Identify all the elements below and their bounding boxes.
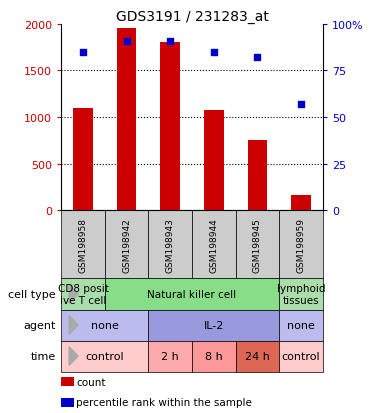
- Bar: [148, 341, 192, 372]
- Text: time: time: [31, 351, 56, 361]
- Text: GSM198958: GSM198958: [79, 217, 88, 272]
- Bar: [236, 341, 279, 372]
- Text: GSM198959: GSM198959: [296, 217, 305, 272]
- Text: 24 h: 24 h: [245, 351, 270, 361]
- Text: none: none: [287, 320, 315, 330]
- Polygon shape: [69, 285, 78, 304]
- Point: [298, 102, 304, 108]
- Bar: [148, 211, 192, 279]
- Text: 8 h: 8 h: [205, 351, 223, 361]
- Text: IL-2: IL-2: [204, 320, 224, 330]
- Bar: [105, 211, 148, 279]
- Text: cell type: cell type: [9, 289, 56, 299]
- Bar: [160, 43, 180, 211]
- Text: 2 h: 2 h: [161, 351, 179, 361]
- Text: GSM198943: GSM198943: [166, 217, 175, 272]
- Text: Natural killer cell: Natural killer cell: [147, 289, 237, 299]
- Bar: [236, 211, 279, 279]
- Bar: [61, 310, 148, 341]
- Text: control: control: [85, 351, 124, 361]
- Bar: [279, 310, 323, 341]
- Point: [124, 38, 129, 45]
- Bar: [117, 28, 137, 211]
- Title: GDS3191 / 231283_at: GDS3191 / 231283_at: [115, 10, 269, 24]
- Bar: [73, 109, 93, 211]
- Point: [255, 55, 260, 62]
- Point: [80, 50, 86, 56]
- Text: CD8 posit
ive T cell: CD8 posit ive T cell: [58, 283, 108, 305]
- Bar: [61, 341, 148, 372]
- Bar: [105, 279, 279, 310]
- Bar: [247, 141, 267, 211]
- Bar: [204, 111, 224, 211]
- Bar: [61, 279, 105, 310]
- Text: GSM198945: GSM198945: [253, 217, 262, 272]
- Bar: [61, 211, 105, 279]
- Text: none: none: [91, 320, 119, 330]
- Text: control: control: [282, 351, 320, 361]
- Bar: [279, 341, 323, 372]
- Bar: [192, 211, 236, 279]
- Bar: [279, 211, 323, 279]
- Bar: [279, 279, 323, 310]
- Text: count: count: [76, 377, 106, 387]
- Text: GSM198944: GSM198944: [209, 217, 218, 272]
- Point: [211, 50, 217, 56]
- Text: percentile rank within the sample: percentile rank within the sample: [76, 397, 252, 407]
- Text: agent: agent: [24, 320, 56, 330]
- Text: lymphoid
tissues: lymphoid tissues: [277, 283, 325, 305]
- Point: [167, 38, 173, 45]
- Text: GSM198942: GSM198942: [122, 217, 131, 272]
- Bar: [291, 195, 311, 211]
- Polygon shape: [69, 347, 78, 366]
- Polygon shape: [69, 316, 78, 335]
- Bar: [192, 341, 236, 372]
- Bar: [148, 310, 279, 341]
